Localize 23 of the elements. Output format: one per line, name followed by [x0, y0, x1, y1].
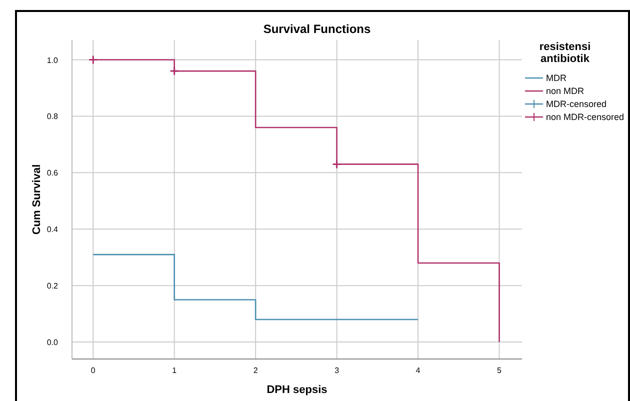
x-tick-label: 2	[253, 366, 258, 375]
y-axis-title: Cum Survival	[31, 164, 43, 235]
y-tick-label: 0.0	[46, 338, 59, 348]
legend-label: MDR	[546, 73, 567, 83]
point	[170, 66, 180, 76]
x-tick-label: 0	[90, 366, 96, 375]
x-tick-label: 1	[172, 366, 178, 375]
point	[332, 159, 342, 169]
y-tick-label: 0.6	[46, 168, 59, 178]
y-tick-label: 0.8	[46, 112, 59, 122]
legend-title: resistensi antibiotik	[539, 41, 591, 65]
legend-label: non MDR-censored	[546, 112, 624, 122]
y-tick-label: 0.4	[46, 225, 59, 234]
x-axis-title: DPH sepsis	[266, 384, 328, 396]
x-tick-label: 3	[334, 366, 340, 375]
x-tick-label: 5	[497, 366, 502, 375]
y-tick-label: 0.2	[46, 282, 59, 291]
legend-label: MDR-censored	[546, 99, 607, 109]
point	[88, 55, 98, 65]
chart-title: Survival Functions	[263, 22, 371, 36]
y-tick-label: 1.0	[46, 56, 59, 65]
legend-label: non MDR	[546, 86, 585, 96]
x-tick-label: 4	[416, 366, 421, 375]
